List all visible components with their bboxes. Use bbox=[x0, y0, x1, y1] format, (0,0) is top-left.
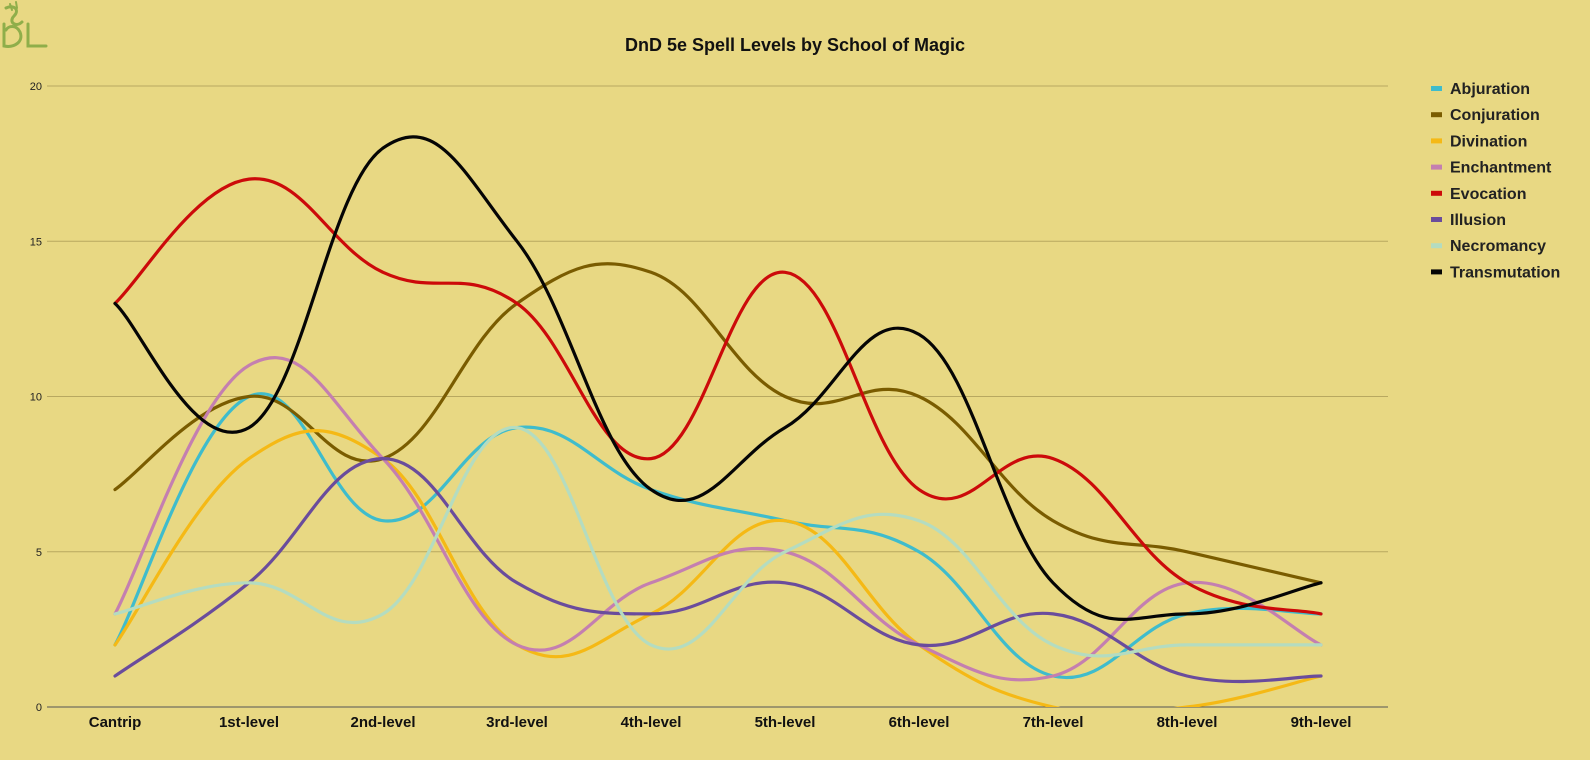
legend-swatch-necromancy bbox=[1431, 243, 1442, 249]
legend-label-abjuration: Abjuration bbox=[1450, 81, 1530, 98]
x-tick-label: 2nd-level bbox=[350, 714, 415, 731]
legend-label-conjuration: Conjuration bbox=[1450, 107, 1540, 124]
logo bbox=[2, 1, 48, 48]
series-line-divination bbox=[113, 429, 1323, 707]
legend-swatch-illusion bbox=[1431, 217, 1442, 222]
y-tick-label: 20 bbox=[30, 81, 42, 93]
legend-swatch-evocation bbox=[1431, 190, 1442, 196]
series-line-necromancy bbox=[113, 425, 1323, 658]
series-line-evocation bbox=[113, 177, 1323, 616]
x-tick-label: Cantrip bbox=[89, 714, 142, 731]
series-line-abjuration bbox=[113, 392, 1323, 680]
series-line-illusion bbox=[113, 457, 1323, 684]
legend-label-divination: Divination bbox=[1450, 133, 1527, 150]
legend-swatch-divination bbox=[1431, 138, 1442, 144]
gridlines bbox=[47, 85, 1388, 708]
legend-label-transmutation: Transmutation bbox=[1450, 264, 1560, 281]
series-line-enchantment bbox=[113, 356, 1323, 682]
x-tick-label: 4th-level bbox=[621, 714, 682, 731]
x-tick-label: 6th-level bbox=[889, 714, 950, 731]
x-tick-label: 9th-level bbox=[1291, 714, 1352, 731]
x-tick-label: 8th-level bbox=[1157, 714, 1218, 731]
y-tick-label: 15 bbox=[30, 236, 42, 248]
legend-label-illusion: Illusion bbox=[1450, 212, 1506, 229]
y-axis-ticks: 0 5 10 15 20 bbox=[30, 81, 42, 714]
x-tick-label: 3rd-level bbox=[486, 714, 548, 731]
legend-label-evocation: Evocation bbox=[1450, 186, 1526, 203]
y-tick-label: 0 bbox=[36, 702, 42, 714]
dragon-logo-icon bbox=[2, 1, 48, 48]
y-tick-label: 10 bbox=[30, 392, 42, 404]
x-tick-label: 5th-level bbox=[755, 714, 816, 731]
series-line-transmutation bbox=[113, 135, 1323, 621]
y-tick-label: 5 bbox=[36, 547, 42, 559]
legend-swatch-abjuration bbox=[1431, 86, 1442, 91]
legend-label-necromancy: Necromancy bbox=[1450, 238, 1546, 255]
x-tick-label: 1st-level bbox=[219, 714, 279, 731]
legend-swatch-enchantment bbox=[1431, 164, 1442, 170]
legend: Abjuration Conjuration Divination Enchantme… bbox=[1431, 81, 1560, 281]
chart-title: DnD 5e Spell Levels by School of Magic bbox=[625, 35, 965, 55]
series-line-conjuration bbox=[113, 262, 1323, 585]
legend-label-enchantment: Enchantment bbox=[1450, 160, 1552, 177]
x-tick-label: 7th-level bbox=[1023, 714, 1084, 731]
legend-swatch-conjuration bbox=[1431, 112, 1442, 118]
x-axis-ticks: Cantrip 1st-level 2nd-level 3rd-level 4th-le… bbox=[89, 714, 1352, 731]
series-lines bbox=[113, 135, 1323, 708]
legend-swatch-transmutation bbox=[1431, 269, 1442, 275]
